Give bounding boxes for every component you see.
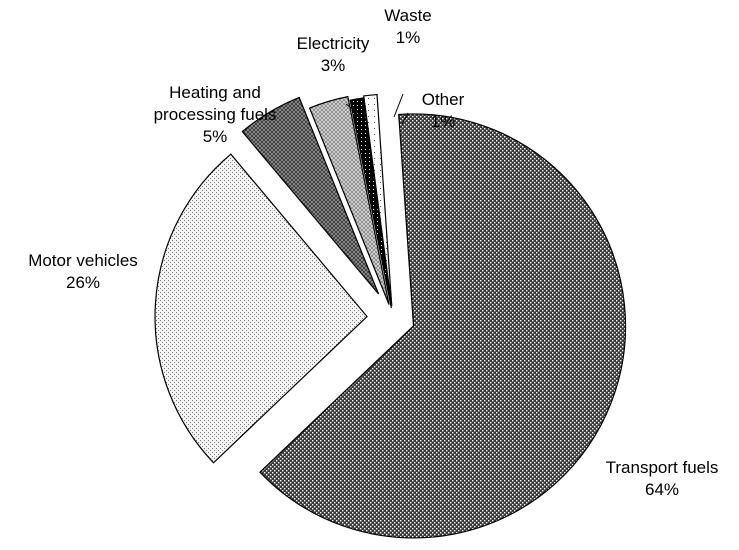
pie-slice-motor-vehicles [154, 153, 368, 464]
slice-percent: 1% [396, 28, 421, 47]
slice-percent: 1% [431, 112, 456, 131]
slice-name: Other [422, 90, 465, 109]
slice-label-other: Other 1% [422, 90, 465, 131]
slice-label-electricity: Electricity 3% [297, 34, 370, 75]
pie-slice-waste [349, 97, 392, 309]
pie-slice-electricity [308, 95, 390, 305]
slice-percent: 64% [645, 480, 679, 499]
slice-label-motor-vehicles: Motor vehicles 26% [28, 251, 138, 292]
pie-slice-other [363, 93, 393, 307]
slice-name: Heating and [169, 83, 261, 102]
leader-line [393, 93, 404, 118]
slice-name: Electricity [297, 34, 370, 53]
slice-name: processing fuels [154, 105, 277, 124]
slice-label-transport-fuels: Transport fuels 64% [606, 458, 719, 499]
slice-percent: 5% [203, 127, 228, 146]
leader-line [345, 103, 368, 121]
leader-line [401, 112, 409, 125]
slice-name: Motor vehicles [28, 251, 138, 270]
slice-name: Waste [384, 6, 432, 25]
slice-name: Transport fuels [606, 458, 719, 477]
pie-slice-heating-and-processing-fuels [241, 96, 380, 295]
slice-label-waste: Waste 1% [384, 6, 432, 47]
slice-percent: 26% [66, 273, 100, 292]
slice-label-heating-and-processing-fuels: Heating and processing fuels 5% [154, 83, 277, 146]
slice-percent: 3% [321, 56, 346, 75]
pie-slice-transport-fuels [259, 113, 627, 539]
